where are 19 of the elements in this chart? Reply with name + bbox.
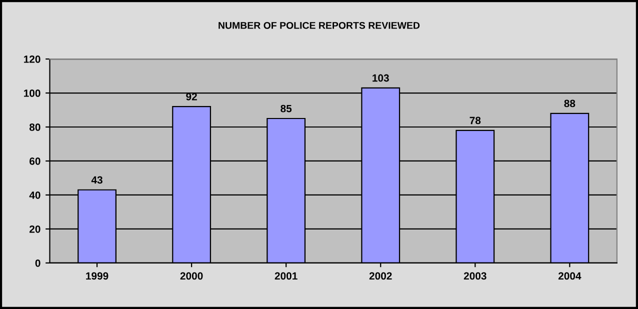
chart-title: NUMBER OF POLICE REPORTS REVIEWED (218, 22, 420, 29)
y-tick-label: 20 (30, 225, 40, 233)
y-tick-label: 60 (30, 157, 40, 165)
x-tick-label: 2000 (180, 272, 203, 280)
x-tick-label: 2001 (274, 272, 298, 280)
y-tick-label: 40 (29, 191, 40, 199)
y-tick-label: 0 (35, 259, 40, 267)
x-tick-label: 2002 (369, 272, 392, 280)
data-label: 78 (470, 116, 481, 124)
data-label: 43 (91, 176, 102, 184)
data-label: 103 (372, 74, 389, 82)
y-tick-label: 120 (24, 56, 40, 63)
x-tick-label: 1999 (86, 272, 108, 280)
data-label: 88 (564, 100, 576, 108)
x-tick-label: 2004 (558, 272, 582, 280)
y-tick-label: 100 (24, 90, 40, 97)
x-tick-label: 2003 (464, 272, 486, 280)
data-label: 85 (280, 104, 292, 112)
y-tick-label: 80 (29, 124, 40, 131)
